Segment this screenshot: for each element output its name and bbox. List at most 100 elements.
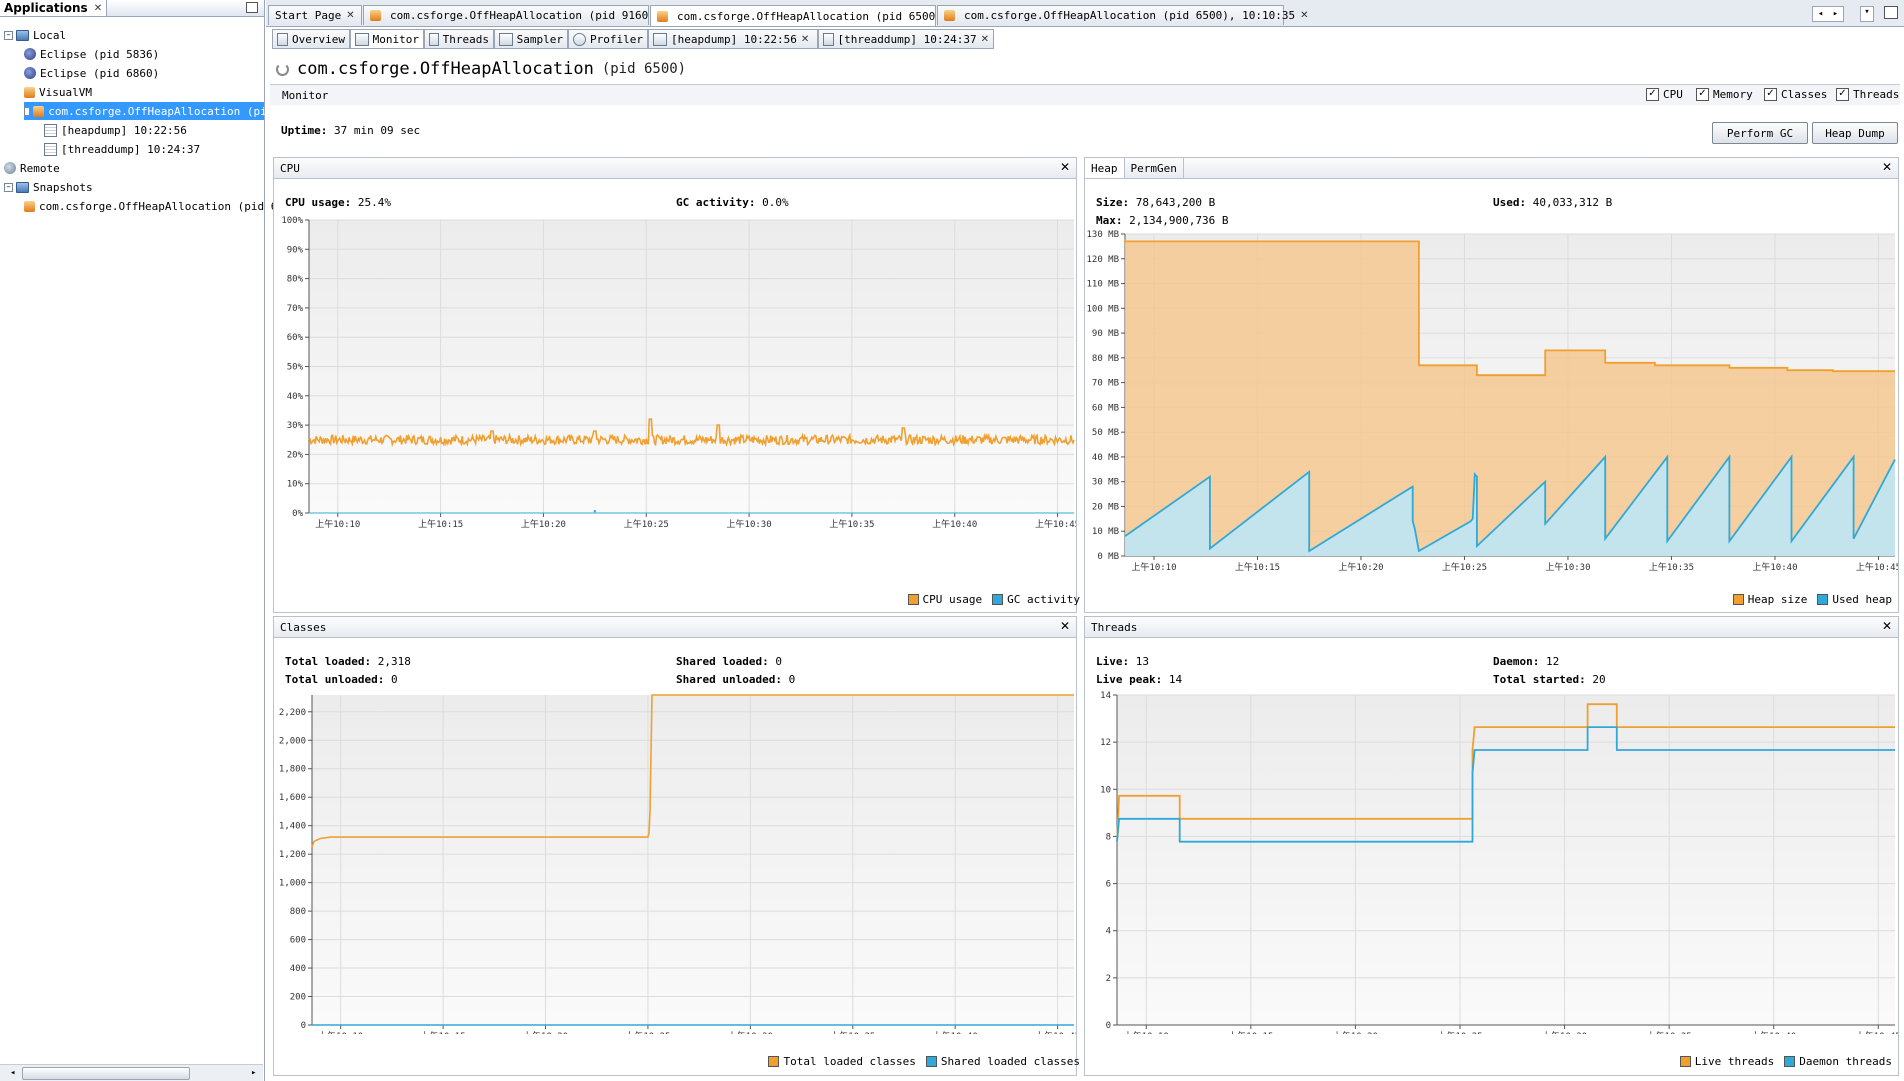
tree-item[interactable]: − Local xyxy=(4,26,66,44)
checkbox-threads[interactable]: ✓ Threads xyxy=(1836,88,1899,101)
perform-gc-button[interactable]: Perform GC xyxy=(1712,122,1808,144)
tree-horizontal-scrollbar[interactable]: ◂ ▸ xyxy=(0,1064,263,1081)
tab-threads[interactable]: Threads xyxy=(424,29,494,49)
checkbox-label: Threads xyxy=(1853,88,1900,101)
stat-label: Live: xyxy=(1096,655,1130,668)
checkbox-label: Classes xyxy=(1781,88,1828,101)
scroll-right-icon[interactable]: ▸ xyxy=(251,1068,257,1078)
tab-scroll-buttons[interactable]: ◂ ▸ xyxy=(1812,6,1844,22)
scroll-thumb[interactable] xyxy=(22,1067,190,1080)
stat-value: 12 xyxy=(1545,655,1560,668)
cpu-panel: CPU ✕ CPU usage: 25.4% GC activity: 0.0% … xyxy=(273,157,1080,613)
close-icon[interactable]: ✕ xyxy=(1881,619,1892,633)
tree-item-label: [heapdump] 10:22:56 xyxy=(61,123,187,137)
dump-icon xyxy=(44,123,57,137)
memory-panel-header: Heap PermGen ✕ xyxy=(1085,158,1898,179)
tree-item[interactable]: VisualVM xyxy=(24,83,92,101)
collapse-toggle-icon[interactable]: − xyxy=(4,30,13,40)
tree-item[interactable]: Eclipse (pid 6860) xyxy=(24,64,159,82)
x-tick-label: 上午10:35 xyxy=(830,1030,875,1034)
close-icon[interactable]: ✕ xyxy=(1881,160,1892,174)
tab-list-dropdown-icon[interactable]: ▾ xyxy=(1860,6,1874,22)
tab-pid-6500[interactable]: com.csforge.OffHeapAllocation (pid 6500)… xyxy=(650,5,955,26)
x-tick-label: 上午10:45 xyxy=(1856,1030,1898,1034)
threads-legend: Live threads Daemon threads xyxy=(1679,1055,1892,1068)
close-icon[interactable]: ✕ xyxy=(1059,160,1070,174)
x-tick-label: 上午10:10 xyxy=(318,1030,363,1034)
checkbox-cpu[interactable]: ✓ CPU xyxy=(1646,88,1683,101)
check-icon[interactable]: ✓ xyxy=(1646,88,1659,101)
collapse-toggle-icon[interactable]: − xyxy=(24,106,31,116)
y-tick-label: 1,200 xyxy=(279,850,306,860)
heap-chart: 0 MB 10 MB 20 MB 30 MB 40 MB 50 MB 60 MB 70 MB 8… xyxy=(1086,230,1898,571)
scroll-left-icon[interactable]: ◂ xyxy=(10,1068,16,1078)
tree-item-label: Eclipse (pid 6860) xyxy=(40,66,160,80)
profiler-icon xyxy=(573,32,587,46)
checkbox-memory[interactable]: ✓ Memory xyxy=(1696,88,1753,101)
tab-heapdump[interactable]: [heapdump] 10:22:56 ✕ xyxy=(648,29,818,49)
close-icon[interactable]: ✕ xyxy=(1300,10,1309,21)
x-tick-label: 上午10:30 xyxy=(1542,1030,1587,1034)
stat-label: Shared unloaded: xyxy=(676,673,782,686)
x-tick-label: 上午10:15 xyxy=(1235,561,1280,571)
close-icon[interactable]: ✕ xyxy=(800,33,810,45)
y-tick-label: 130 MB xyxy=(1086,230,1119,240)
tab-label: com.csforge.OffHeapAllocation (pid 6500)… xyxy=(964,9,1296,22)
close-icon[interactable]: ✕ xyxy=(346,10,355,21)
close-icon[interactable]: ✕ xyxy=(1059,619,1070,633)
tree-item[interactable]: Remote xyxy=(4,159,60,177)
tab-pid-9160[interactable]: com.csforge.OffHeapAllocation (pid 9160)… xyxy=(363,5,668,25)
applications-panel: Applications ✕ − Local Eclipse (pid 5836) E… xyxy=(0,0,313,1081)
y-tick-label: 800 xyxy=(290,907,306,917)
x-tick-label: 上午10:45 xyxy=(1035,518,1076,530)
applications-tab[interactable]: Applications ✕ xyxy=(0,0,108,16)
collapse-toggle-icon[interactable]: − xyxy=(4,182,13,192)
x-tick-label: 上午10:15 xyxy=(1228,1030,1273,1034)
check-icon[interactable]: ✓ xyxy=(1764,88,1777,101)
check-icon[interactable]: ✓ xyxy=(1696,88,1709,101)
tree-item[interactable]: Eclipse (pid 5836) xyxy=(24,45,159,63)
tab-label: Start Page xyxy=(275,9,342,22)
minimize-icon[interactable] xyxy=(246,2,258,13)
y-tick-label: 600 xyxy=(290,936,306,946)
tab-permgen[interactable]: PermGen xyxy=(1125,158,1184,178)
java-icon xyxy=(33,105,45,117)
close-icon[interactable]: ✕ xyxy=(980,33,989,45)
tab-heap[interactable]: Heap xyxy=(1085,158,1125,178)
checkbox-classes[interactable]: ✓ Classes xyxy=(1764,88,1827,101)
live-peak-stat: Live peak: 14 xyxy=(1096,673,1182,686)
y-tick-label: 1,600 xyxy=(279,793,306,803)
x-tick-label: 上午10:40 xyxy=(932,518,977,530)
tab-monitor[interactable]: Monitor xyxy=(350,29,424,49)
y-tick-label: 12 xyxy=(1100,738,1111,748)
check-icon[interactable]: ✓ xyxy=(1836,88,1849,101)
tree-item[interactable]: − Snapshots xyxy=(4,178,93,196)
arrow-right-icon[interactable]: ▸ xyxy=(1832,9,1839,19)
y-tick-label: 10 xyxy=(1100,785,1111,795)
x-tick-label: 上午10:10 xyxy=(315,518,360,530)
x-tick-label: 上午10:20 xyxy=(521,518,566,530)
total-unloaded-stat: Total unloaded: 0 xyxy=(285,673,398,686)
tab-pid-6500-snapshot[interactable]: com.csforge.OffHeapAllocation (pid 6500)… xyxy=(937,5,1309,25)
tab-sampler[interactable]: Sampler xyxy=(494,29,568,49)
tab-start-page[interactable]: Start Page ✕ xyxy=(268,5,362,25)
tab-threaddump[interactable]: [threaddump] 10:24:37 ✕ xyxy=(818,29,994,49)
stat-value: 25.4% xyxy=(357,196,391,209)
gc-activity-point xyxy=(593,510,597,513)
maximize-icon[interactable] xyxy=(1884,6,1898,19)
shared-loaded-stat: Shared loaded: 0 xyxy=(676,655,782,668)
heap-dump-button[interactable]: Heap Dump xyxy=(1812,122,1898,144)
tree-item[interactable]: com.csforge.OffHeapAllocation (pid 6500) xyxy=(24,197,304,215)
tab-overview[interactable]: Overview xyxy=(272,29,350,49)
tree-item[interactable]: − com.csforge.OffHeapAllocation (pid 6500… xyxy=(24,102,313,120)
close-icon[interactable]: ✕ xyxy=(93,2,103,14)
arrow-left-icon[interactable]: ◂ xyxy=(1817,9,1824,19)
tab-profiler[interactable]: Profiler xyxy=(568,29,648,49)
tab-label: com.csforge.OffHeapAllocation (pid 9160) xyxy=(390,9,655,22)
tree-item[interactable]: [threaddump] 10:24:37 xyxy=(44,140,200,158)
uptime-label: Uptime: xyxy=(281,124,328,137)
tree-item[interactable]: [heapdump] 10:22:56 xyxy=(44,121,187,139)
daemon-threads-stat: Daemon: 12 xyxy=(1493,655,1559,668)
stat-label: CPU usage: xyxy=(285,196,352,209)
tree-item-label: VisualVM xyxy=(39,85,92,99)
